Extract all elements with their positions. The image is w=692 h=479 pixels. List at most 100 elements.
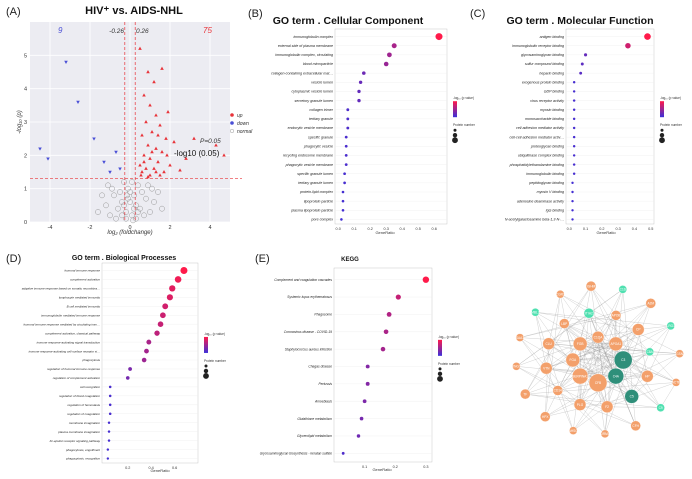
term-label: lipoprotein particle (304, 199, 333, 203)
log-threshold-label: -log10 (0.05) (174, 149, 220, 158)
network-node-label: PLG (577, 403, 584, 407)
term-dot (109, 395, 112, 398)
term-label: phosphatidylethanolamine binding (509, 163, 564, 167)
legend-up-marker (230, 113, 234, 117)
term-label: regulation of hemostasis (67, 403, 100, 407)
legend-pvalue-title: -log₁₀ (p value) (438, 335, 459, 339)
term-label: lymphocyte mediated immunity (58, 296, 100, 300)
network-node-label: CFB (595, 381, 601, 385)
network-node-label: IGHM (587, 284, 596, 288)
network-edge (525, 394, 607, 407)
legend-size-dot (203, 373, 209, 379)
term-label: Phagosome (314, 313, 332, 317)
term-label: proteoglycan binding (530, 144, 564, 148)
term-label: immunoglobulin binding (526, 172, 564, 176)
term-label: humoral immune response (64, 269, 100, 273)
term-label: sulfur compound binding (525, 62, 564, 66)
x-tick-label: 0.2 (368, 227, 373, 231)
x-tick-label: 0.1 (362, 465, 367, 469)
network-node-label: AHSG (569, 429, 579, 433)
legend-size-title: Protein number (438, 362, 461, 366)
term-dot (644, 33, 651, 40)
y-tick-label: 4 (24, 87, 27, 93)
term-dot (573, 127, 575, 129)
term-dot (342, 452, 345, 455)
right-fc-label: 0.26 (136, 28, 149, 35)
network-node-label: CLU (545, 342, 552, 346)
term-dot (126, 376, 130, 380)
network-node-label: C8A (647, 350, 654, 354)
network-node-label: FGA (570, 358, 577, 362)
term-dot (146, 340, 151, 345)
x-tick-label: 2 (168, 225, 171, 231)
legend-down-label: down (237, 121, 249, 127)
term-label: tertiary granule (309, 117, 333, 121)
network-node-label: LRG1 (667, 324, 676, 328)
kegg-dots: Complement and coagulation cascadesSyste… (260, 268, 432, 469)
legend-size-title: Protein number (660, 123, 683, 127)
term-label: Complement and coagulation cascades (274, 278, 332, 282)
y-tick-label: 0 (24, 220, 27, 226)
term-dot (169, 285, 175, 291)
network-node-label: C3 (621, 358, 625, 362)
volcano-ylabel: -log₁₀ (p) (17, 110, 23, 133)
x-tick-label: 0.3 (423, 465, 428, 469)
plot-frame (566, 29, 654, 224)
term-dot (154, 330, 159, 335)
network-edge (564, 324, 660, 408)
term-dot (392, 43, 397, 48)
term-dot (366, 382, 370, 386)
term-label: GDP binding (544, 90, 564, 94)
term-label: Fc-epsilon receptor signaling pathway (50, 439, 101, 443)
term-dot (144, 349, 149, 354)
network-node-label: ORM1 (600, 432, 609, 436)
term-label: heparin binding (539, 71, 564, 75)
term-label: phagocytosis (81, 358, 100, 362)
term-label: phagocytosis, engulfment (65, 448, 100, 452)
term-label: immunoglobulin mediated immune response (41, 313, 100, 317)
term-dot (584, 53, 587, 56)
mf-title: GO term . Molecular Function (506, 15, 653, 27)
x-tick-label: 0.4 (400, 227, 405, 231)
term-dot (107, 448, 109, 450)
network-node-label: ITIH2 (585, 311, 593, 315)
network-node-label: C4A (613, 374, 620, 378)
term-dot (345, 136, 348, 139)
network-edge (650, 352, 680, 354)
legend-up-label: up (237, 113, 243, 119)
term-label: specific granule (308, 135, 333, 139)
term-label: Glycosaminoglycan biosynthesis - keratan… (260, 452, 332, 456)
legend-size-dot (452, 137, 458, 143)
network-node-label: CP (636, 328, 640, 332)
term-dot (573, 108, 575, 110)
term-dot (346, 108, 349, 111)
term-label: complement activation, classical pathway (45, 331, 100, 335)
kegg-plot: (E) KEGG Complement and coagulation casc… (255, 253, 461, 472)
term-label: plasma lipoprotein particle (290, 208, 333, 212)
term-label: regulation of blood coagulation (59, 394, 100, 398)
term-dot (571, 209, 573, 211)
panel-letter-c: (C) (470, 8, 485, 20)
network-node-label: C1QA (594, 335, 604, 339)
term-label: blood microparticle (303, 62, 333, 66)
network-node-label: CFH (632, 424, 639, 428)
term-label: regulation of complement activation (53, 376, 101, 380)
bp-xlabel: GeneRatio (150, 468, 170, 473)
x-tick-label: 0.3 (616, 227, 621, 231)
term-dot (381, 347, 386, 352)
term-dot (175, 276, 182, 283)
term-dot (573, 99, 575, 101)
legend-colorbar (438, 340, 442, 356)
legend-colorbar (204, 337, 208, 353)
network-node-label: A2M (647, 302, 654, 306)
term-dot (571, 200, 573, 202)
network-node-label: HPX (542, 415, 549, 419)
term-label: Staphylococcus aureus infection (285, 347, 332, 351)
term-dot (345, 145, 348, 148)
term-dot (423, 276, 429, 282)
term-label: peptidoglycan binding (528, 181, 564, 185)
term-label: cytoplasmic vesicle lumen (291, 90, 333, 94)
panel-letter-d: (D) (6, 253, 21, 265)
network-node-label: SAA1 (516, 336, 524, 340)
